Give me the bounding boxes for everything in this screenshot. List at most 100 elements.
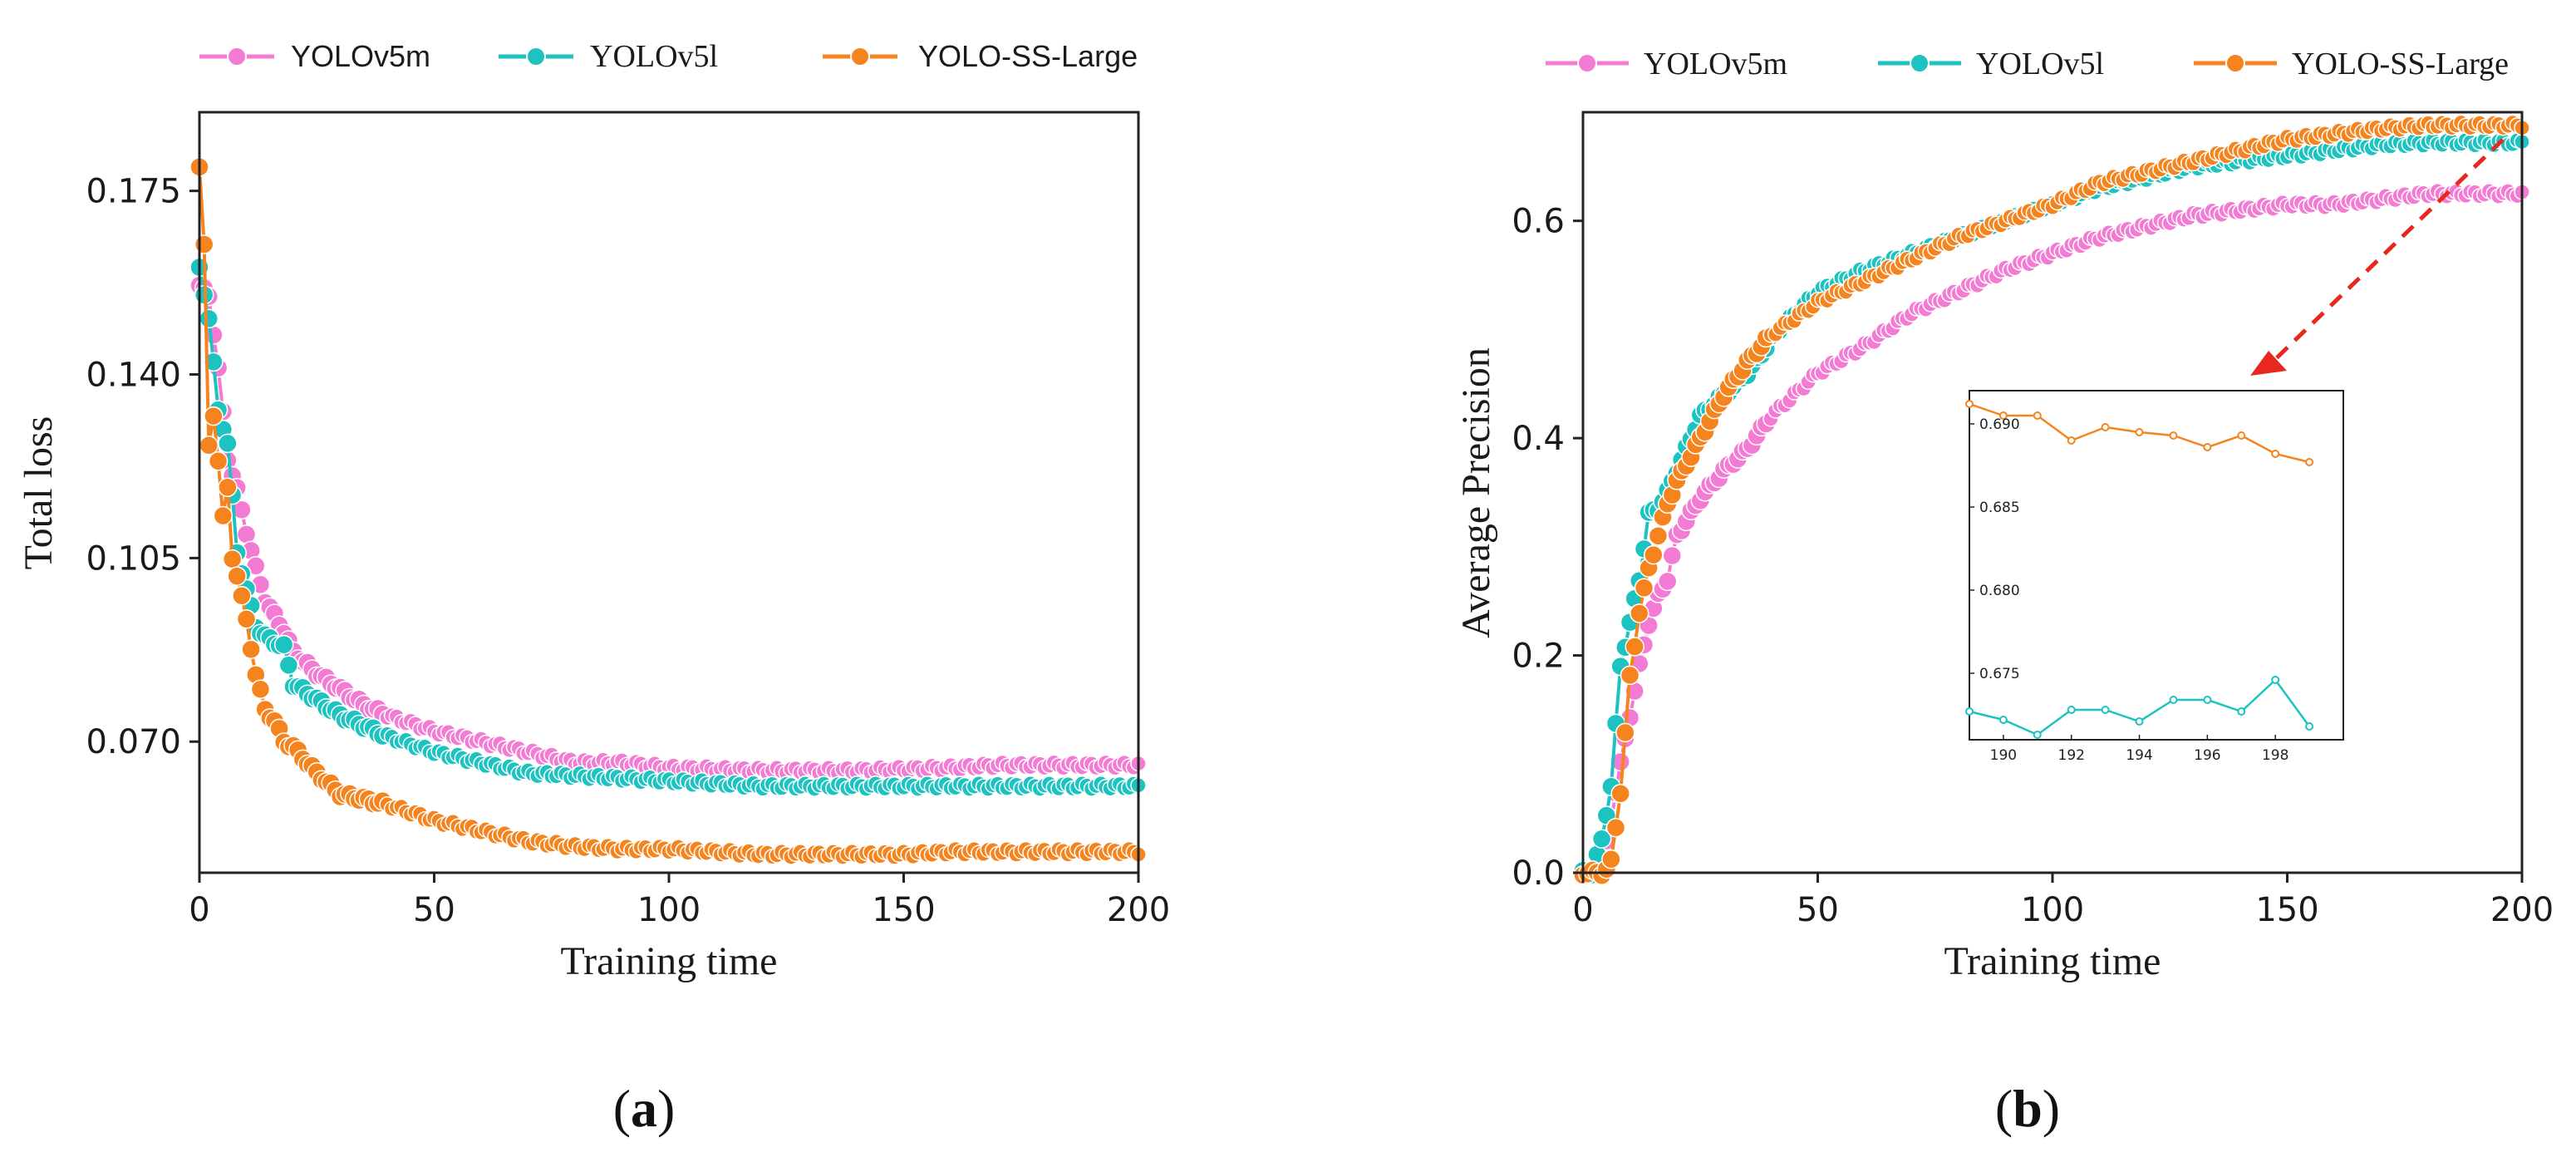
plot-b-y-tick-label: 0.0 [1512, 854, 1565, 893]
plot-b-point-yolov5m-19 [1662, 545, 1683, 566]
plot-b-point-yolo-ss-large-9 [1615, 722, 1635, 743]
inset-series-yolov5l [1965, 676, 2314, 739]
plot-a-y-tick-label: 0.175 [86, 173, 181, 211]
plot-b-point-yolo-ss-large-12 [1630, 603, 1649, 623]
plot-a-line-yolo-ss-large [198, 166, 1139, 859]
plot-a-x-tick-label: 150 [872, 891, 935, 929]
plot-b-y-tick-label: 0.6 [1512, 203, 1565, 241]
inset-x-tick-label: 198 [2262, 747, 2288, 764]
panel-b-caption: (b) [1995, 1079, 2060, 1138]
plot-a-point-yolo-ss-large-2 [199, 436, 219, 455]
plot-a-point-yolov5l-18 [273, 634, 294, 655]
inset-y-tick-label: 0.680 [1979, 583, 2020, 599]
legend-a-marker-yolov5m [227, 47, 247, 66]
inset-point-yolov5l-10 [2305, 722, 2314, 731]
plot-a-point-yolo-ss-large-1 [194, 234, 214, 254]
plot-a-point-yolo-ss-large-7 [222, 549, 243, 569]
inset-x-tick-label: 196 [2194, 747, 2220, 764]
plot-a-x-tick-label: 100 [637, 891, 701, 929]
plot-b-point-yolov5l-4 [1591, 829, 1612, 849]
inset-point-yolov5l-9 [2271, 676, 2280, 684]
plot-a-point-yolov5l-6 [218, 433, 238, 454]
plot-b-x-tick-label: 200 [2490, 891, 2554, 929]
zoom-arrow-line [2267, 138, 2505, 367]
plot-b-series [1573, 114, 2530, 885]
zoom-arrow [2250, 138, 2505, 376]
inset-point-yolov5l-3 [2067, 706, 2076, 714]
plot-a-point-yolo-ss-large-10 [236, 609, 257, 629]
plot-a-x-axis: 0 50 100 150 200 [189, 873, 1170, 929]
plot-a-x-tick-label: 0 [189, 891, 209, 929]
legend-a: YOLOv5m YOLOv5l YOLO-SS-Large [199, 39, 1138, 74]
panel-b-precision-chart: YOLOv5m YOLOv5l YOLO-SS-Large 0 50 100 150 2… [1454, 47, 2554, 1138]
inset-point-yolov5l-0 [1965, 707, 1974, 716]
inset-frame [1969, 390, 2344, 741]
inset-point-yolov5l-6 [2169, 696, 2178, 704]
inset-x-tick-label: 194 [2126, 747, 2152, 764]
plot-b-point-yolo-ss-large-6 [1601, 849, 1621, 869]
plot-b-series-yolo-ss-large [1573, 114, 2530, 885]
legend-a-label-yolov5m: YOLOv5m [291, 39, 430, 73]
legend-b-entry-yolo-ss-large: YOLO-SS-Large [2194, 47, 2509, 81]
plot-a-x-tick-label: 50 [413, 891, 455, 929]
plot-b-point-yolo-ss-large-15 [1644, 544, 1664, 565]
plot-b-x-tick-label: 150 [2255, 891, 2318, 929]
inset-point-yolo-ss-large-0 [1965, 400, 1974, 408]
inset-series-yolo-ss-large [1965, 400, 2314, 466]
plot-b-y-label: Average Precision [1454, 347, 1498, 638]
plot-b-y-axis: 0.0 0.2 0.4 0.6 [1512, 203, 1583, 893]
plot-b-x-tick-label: 50 [1797, 891, 1839, 929]
legend-b-label-yolo-ss-large: YOLO-SS-Large [2292, 47, 2509, 81]
legend-b-label-yolov5l: YOLOv5l [1976, 47, 2104, 81]
legend-a-entry-yolov5l: YOLOv5l [499, 39, 718, 74]
plot-a-point-yolo-ss-large-5 [213, 505, 234, 526]
plot-a-point-yolo-ss-large-4 [208, 450, 229, 471]
plot-a-y-tick-label: 0.070 [86, 723, 181, 761]
inset-y-tick-label: 0.685 [1979, 500, 2020, 516]
plot-b-point-yolov5m-18 [1657, 571, 1678, 592]
plot-a-y-tick-label: 0.105 [86, 539, 181, 578]
plot-b-y-tick-label: 0.4 [1512, 420, 1565, 458]
inset-point-yolo-ss-large-6 [2169, 431, 2178, 440]
inset-series [1965, 400, 2314, 739]
legend-b-marker-yolov5m [1577, 53, 1597, 73]
plot-b-x-tick-label: 100 [2021, 891, 2084, 929]
inset-x-axis: 190 192 194 196 198 [1990, 735, 2288, 764]
plot-b-point-yolo-ss-large-8 [1610, 783, 1630, 804]
inset-point-yolov5l-7 [2203, 696, 2212, 704]
plot-b-x-label: Training time [1944, 939, 2161, 983]
plot-a-point-yolo-ss-large-6 [218, 477, 238, 498]
plot-a-y-label: Total loss [17, 416, 61, 570]
plot-b-x-axis: 0 50 100 150 200 [1572, 873, 2554, 929]
plot-a-series-yolo-ss-large [189, 157, 1147, 865]
inset-point-yolo-ss-large-3 [2067, 436, 2076, 445]
legend-b-marker-yolo-ss-large [2225, 53, 2245, 73]
legend-b: YOLOv5m YOLOv5l YOLO-SS-Large [1546, 47, 2509, 81]
panel-a-caption: (a) [613, 1079, 676, 1138]
legend-b-marker-yolov5l [1910, 53, 1930, 73]
plot-a-point-yolo-ss-large-9 [232, 586, 252, 606]
legend-a-entry-yolo-ss-large: YOLO-SS-Large [823, 39, 1138, 73]
plot-b-point-yolo-ss-large-13 [1634, 578, 1654, 598]
legend-a-label-yolov5l: YOLOv5l [590, 39, 718, 74]
legend-b-label-yolov5m: YOLOv5m [1644, 47, 1787, 81]
legend-b-entry-yolov5m: YOLOv5m [1546, 47, 1787, 81]
plot-a-x-tick-label: 200 [1107, 891, 1170, 929]
plot-a-series [189, 157, 1147, 865]
legend-a-marker-yolo-ss-large [850, 47, 870, 66]
legend-a-entry-yolov5m: YOLOv5m [199, 39, 430, 73]
plot-a-point-yolo-ss-large-11 [241, 639, 261, 659]
inset-point-yolov5l-8 [2237, 707, 2246, 716]
inset-point-yolo-ss-large-7 [2203, 443, 2212, 451]
inset-x-tick-label: 192 [2058, 747, 2085, 764]
inset-x-tick-label: 190 [1990, 747, 2017, 764]
legend-a-label-yolo-ss-large: YOLO-SS-Large [918, 39, 1138, 73]
plot-a-point-yolov5m-10 [236, 524, 257, 544]
plot-b-y-tick-label: 0.2 [1512, 638, 1565, 676]
plot-b-x-tick-label: 0 [1572, 891, 1593, 929]
plot-a-point-yolov5l-2 [199, 308, 219, 329]
zoom-arrow-head [2250, 351, 2287, 376]
plot-a-x-label: Training time [561, 939, 778, 983]
inset-point-yolov5l-5 [2135, 717, 2144, 726]
plot-a-point-yolo-ss-large-8 [227, 566, 247, 586]
